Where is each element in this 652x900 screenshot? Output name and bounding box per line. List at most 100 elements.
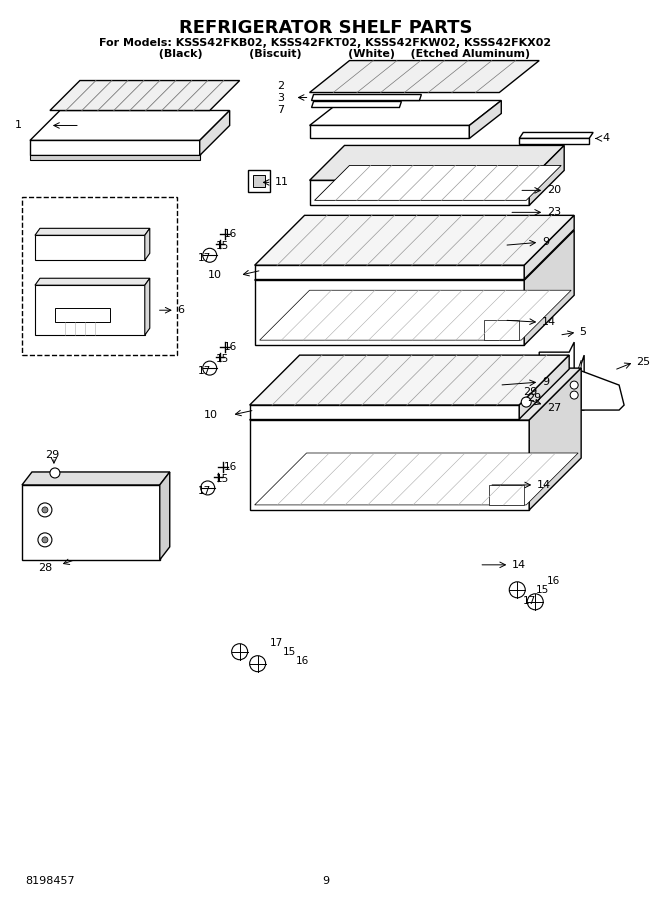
- Polygon shape: [35, 229, 150, 235]
- Polygon shape: [255, 280, 524, 346]
- Polygon shape: [30, 156, 200, 160]
- Polygon shape: [252, 176, 265, 187]
- Text: 17: 17: [198, 366, 211, 376]
- Polygon shape: [312, 94, 421, 101]
- Circle shape: [521, 397, 531, 407]
- Text: 16: 16: [295, 656, 309, 666]
- Text: 17: 17: [198, 253, 211, 264]
- Circle shape: [203, 248, 216, 262]
- Circle shape: [570, 392, 578, 399]
- Text: 29: 29: [524, 387, 537, 397]
- Polygon shape: [145, 229, 150, 260]
- Polygon shape: [524, 230, 574, 346]
- Text: (Black)            (Biscuit)            (White)    (Etched Aluminum): (Black) (Biscuit) (White) (Etched Alumin…: [121, 49, 531, 58]
- Text: 7: 7: [278, 105, 284, 115]
- Text: 9: 9: [542, 377, 550, 387]
- Text: 20: 20: [547, 185, 561, 195]
- Polygon shape: [259, 290, 571, 340]
- Text: 16: 16: [224, 342, 237, 352]
- Polygon shape: [310, 146, 564, 180]
- Polygon shape: [255, 230, 574, 280]
- Polygon shape: [469, 101, 501, 139]
- Circle shape: [527, 594, 543, 610]
- Text: 25: 25: [636, 357, 650, 367]
- Polygon shape: [314, 166, 561, 201]
- Polygon shape: [529, 368, 581, 510]
- Text: 15: 15: [282, 647, 296, 657]
- Text: 28: 28: [38, 562, 52, 572]
- Bar: [35, 285, 145, 335]
- Polygon shape: [255, 266, 524, 279]
- Text: 6: 6: [178, 305, 185, 315]
- Polygon shape: [145, 278, 150, 335]
- Polygon shape: [310, 125, 469, 139]
- Bar: [489, 485, 524, 505]
- Polygon shape: [539, 342, 574, 370]
- Text: 8198457: 8198457: [25, 877, 74, 886]
- Polygon shape: [310, 101, 501, 125]
- Circle shape: [231, 644, 248, 660]
- Polygon shape: [255, 215, 574, 266]
- Circle shape: [50, 468, 60, 478]
- Circle shape: [42, 507, 48, 513]
- Text: 10: 10: [208, 270, 222, 280]
- Text: 23: 23: [547, 207, 561, 217]
- Bar: [55, 308, 110, 322]
- Text: 17: 17: [270, 638, 283, 648]
- Polygon shape: [554, 356, 584, 410]
- Circle shape: [42, 537, 48, 543]
- Text: 14: 14: [537, 480, 552, 490]
- Text: 16: 16: [224, 230, 237, 239]
- Text: 9: 9: [542, 238, 550, 248]
- Circle shape: [570, 381, 578, 389]
- Polygon shape: [250, 405, 519, 419]
- Polygon shape: [579, 370, 624, 410]
- Text: 14: 14: [512, 560, 526, 570]
- Text: 15: 15: [216, 474, 229, 484]
- Polygon shape: [22, 472, 170, 485]
- Text: 17: 17: [524, 596, 537, 606]
- Bar: [22, 197, 177, 356]
- Polygon shape: [200, 111, 230, 156]
- Polygon shape: [30, 140, 200, 156]
- Polygon shape: [519, 132, 593, 139]
- Text: 1: 1: [14, 121, 22, 130]
- Circle shape: [203, 361, 216, 375]
- Text: 3: 3: [278, 93, 284, 103]
- Polygon shape: [160, 472, 170, 560]
- Polygon shape: [22, 485, 160, 560]
- Text: 14: 14: [542, 317, 556, 328]
- Polygon shape: [250, 420, 529, 510]
- Text: 4: 4: [602, 133, 609, 143]
- Text: 5: 5: [579, 328, 586, 338]
- Polygon shape: [310, 60, 539, 93]
- Text: 16: 16: [547, 576, 561, 586]
- Text: 17: 17: [198, 486, 211, 496]
- Text: 29: 29: [45, 450, 59, 460]
- Polygon shape: [250, 368, 581, 420]
- Circle shape: [509, 581, 526, 598]
- Polygon shape: [30, 111, 230, 140]
- Text: 15: 15: [216, 354, 229, 364]
- Text: 2: 2: [278, 80, 284, 91]
- Polygon shape: [255, 453, 578, 505]
- Polygon shape: [519, 356, 569, 419]
- Circle shape: [38, 503, 52, 517]
- Text: 15: 15: [216, 241, 229, 251]
- Circle shape: [201, 481, 215, 495]
- Polygon shape: [557, 360, 581, 408]
- Polygon shape: [248, 170, 270, 193]
- Polygon shape: [519, 139, 589, 144]
- Text: 29: 29: [527, 393, 541, 403]
- Polygon shape: [35, 278, 150, 285]
- Polygon shape: [524, 215, 574, 279]
- Polygon shape: [310, 180, 529, 205]
- Text: 27: 27: [547, 403, 561, 413]
- Text: 11: 11: [274, 177, 289, 187]
- Circle shape: [250, 656, 265, 671]
- Polygon shape: [250, 356, 569, 405]
- Bar: [484, 320, 519, 340]
- Polygon shape: [50, 80, 240, 111]
- Bar: [35, 235, 145, 260]
- Text: For Models: KSSS42FKB02, KSSS42FKT02, KSSS42FKW02, KSSS42FKX02: For Models: KSSS42FKB02, KSSS42FKT02, KS…: [100, 38, 552, 48]
